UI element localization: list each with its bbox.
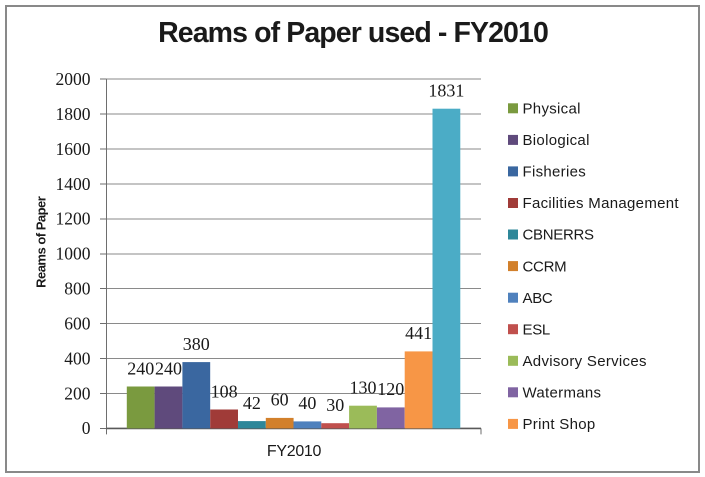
svg-text:1000: 1000 [56, 244, 91, 264]
svg-text:200: 200 [64, 383, 91, 403]
svg-text:1831: 1831 [428, 81, 464, 101]
svg-text:108: 108 [211, 381, 238, 401]
svg-text:1800: 1800 [56, 104, 91, 124]
svg-text:Print Shop: Print Shop [523, 416, 596, 433]
svg-text:Reams of Paper used - FY2010: Reams of Paper used - FY2010 [158, 17, 548, 49]
svg-text:Advisory Services: Advisory Services [523, 353, 647, 370]
svg-text:Fisheries: Fisheries [523, 164, 587, 181]
svg-text:1200: 1200 [56, 209, 91, 229]
svg-text:Reams of Paper: Reams of Paper [34, 196, 49, 288]
svg-text:Biological: Biological [523, 132, 590, 149]
svg-text:441: 441 [405, 323, 432, 343]
svg-text:Physical: Physical [523, 101, 581, 118]
svg-text:380: 380 [183, 334, 210, 354]
svg-text:1400: 1400 [56, 174, 91, 194]
svg-text:Facilities Management: Facilities Management [523, 195, 680, 212]
svg-text:ESL: ESL [523, 321, 550, 338]
svg-text:1600: 1600 [56, 139, 91, 159]
svg-text:2000: 2000 [56, 69, 91, 89]
svg-text:60: 60 [271, 390, 289, 410]
svg-text:600: 600 [64, 313, 91, 333]
svg-text:FY2010: FY2010 [267, 443, 322, 460]
svg-text:CBNERRS: CBNERRS [523, 227, 595, 244]
svg-text:0: 0 [82, 418, 91, 438]
svg-text:800: 800 [64, 279, 91, 299]
svg-text:Watermans: Watermans [523, 385, 602, 402]
svg-text:400: 400 [64, 348, 91, 368]
svg-text:42: 42 [243, 393, 261, 413]
svg-text:ABC: ABC [523, 290, 553, 307]
svg-text:240: 240 [155, 358, 182, 378]
svg-text:240: 240 [127, 358, 154, 378]
svg-text:30: 30 [326, 395, 344, 415]
svg-text:CCRM: CCRM [523, 258, 567, 275]
svg-text:120: 120 [377, 379, 404, 399]
svg-text:40: 40 [298, 393, 316, 413]
svg-text:130: 130 [350, 378, 377, 398]
